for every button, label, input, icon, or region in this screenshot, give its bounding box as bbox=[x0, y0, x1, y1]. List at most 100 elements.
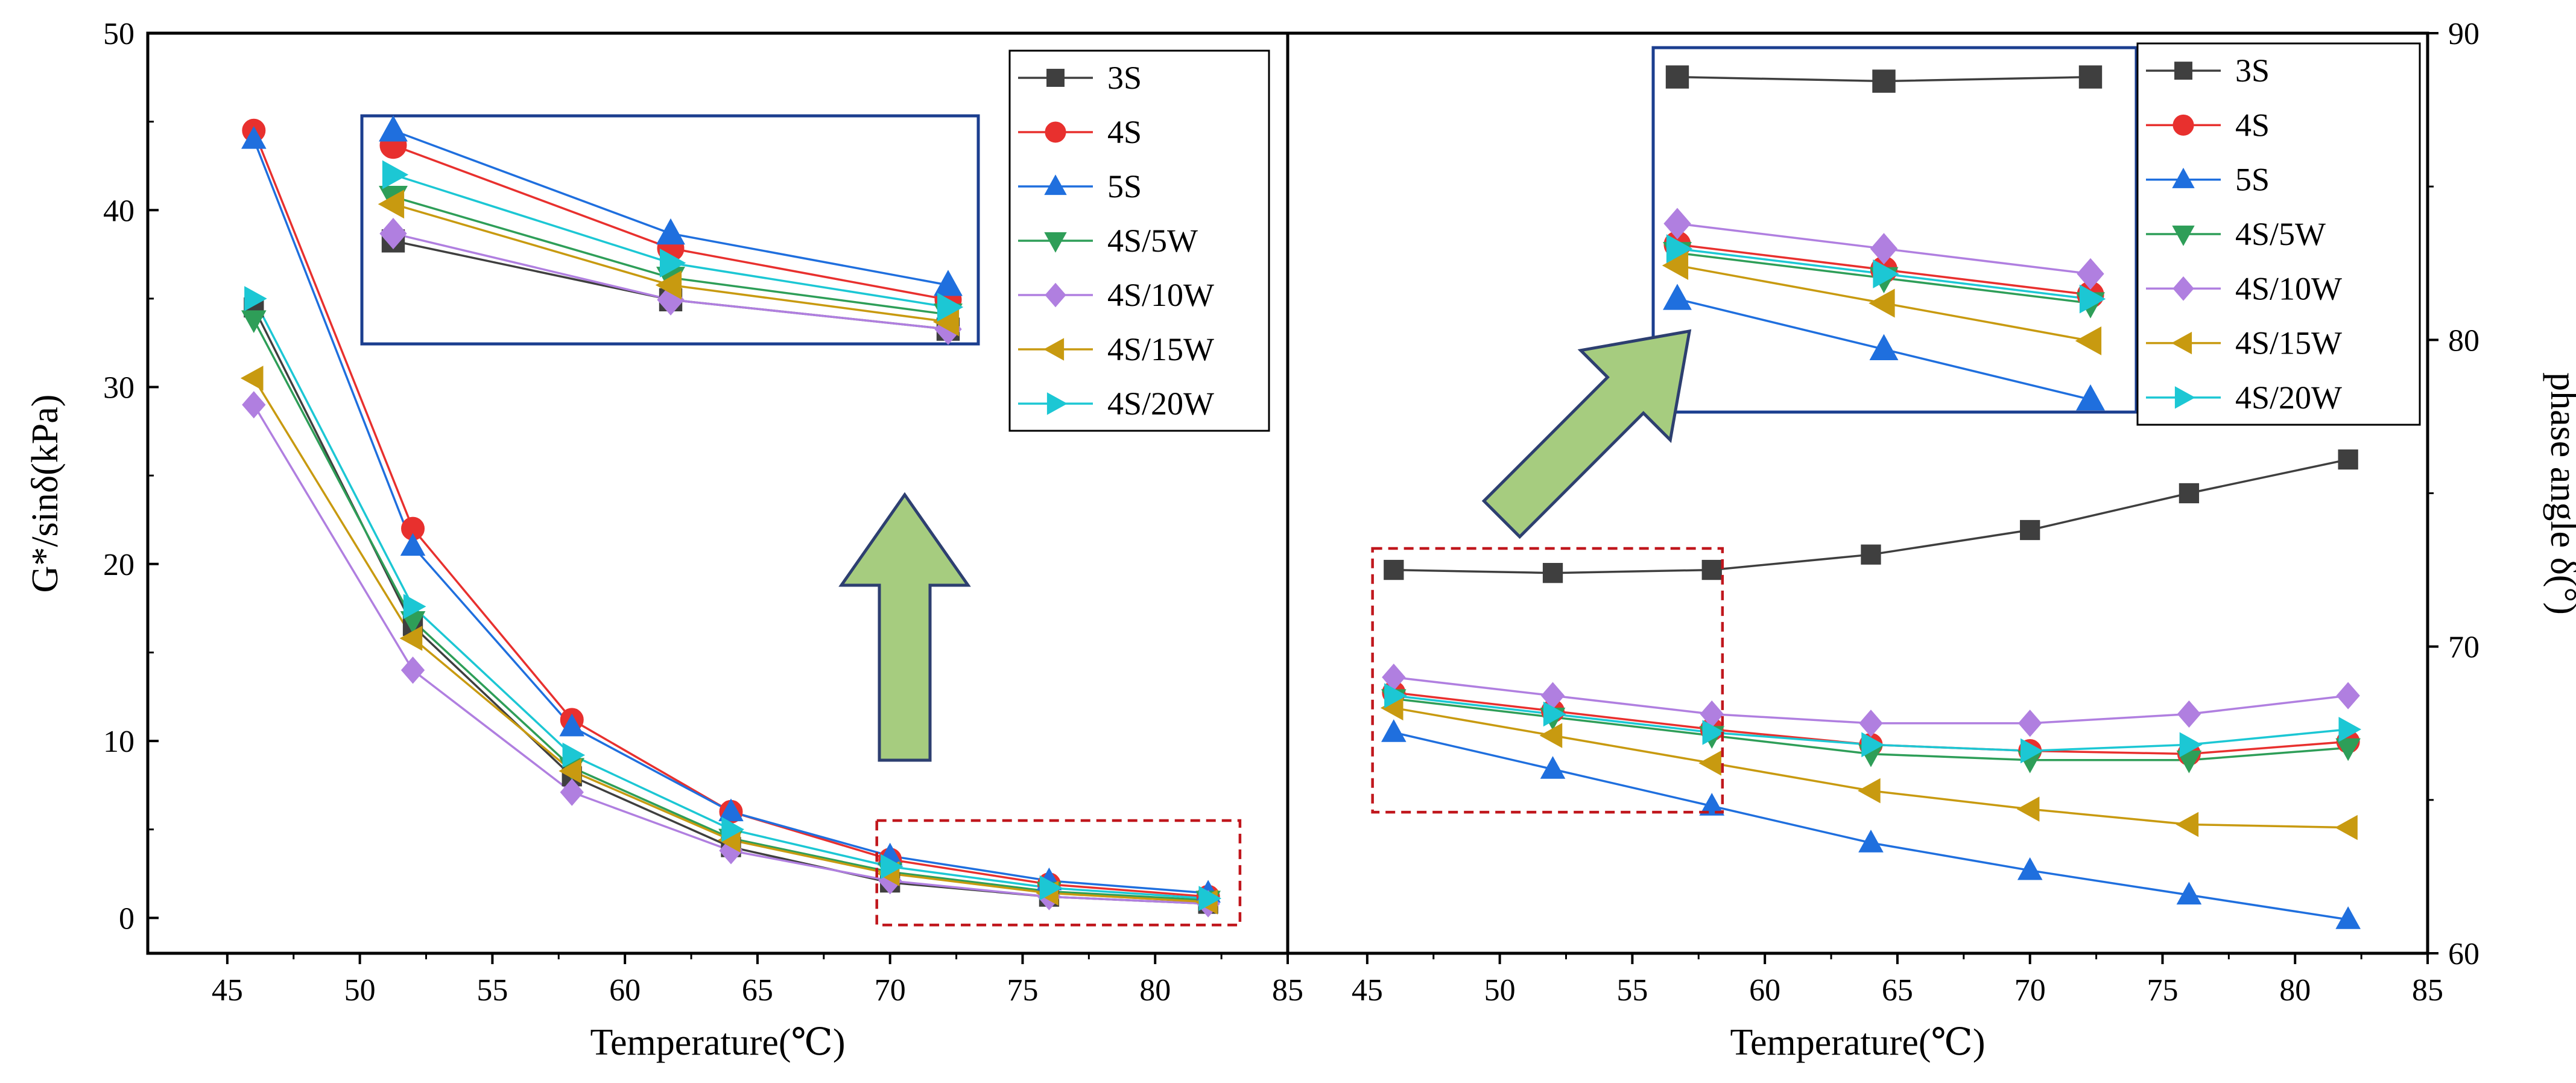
right-data-point bbox=[2020, 738, 2043, 764]
right-data-point bbox=[1861, 732, 1884, 758]
right-legend-label: 3S bbox=[2235, 52, 2270, 89]
right-data-point bbox=[2338, 449, 2358, 470]
right-x-tick-label: 80 bbox=[2279, 973, 2311, 1008]
right-legend-label: 4S bbox=[2235, 107, 2270, 143]
right-zoom-arrow-shape bbox=[1481, 329, 1692, 539]
left-x-tick-label: 80 bbox=[1139, 973, 1171, 1008]
left-data-point bbox=[880, 854, 903, 880]
left-y-tick-label: 0 bbox=[119, 901, 134, 936]
right-legend-marker bbox=[2172, 167, 2195, 188]
right-x-tick-label: 75 bbox=[2147, 973, 2178, 1008]
left-inset-data-point bbox=[382, 160, 409, 189]
right-x-tick-label: 55 bbox=[1616, 973, 1648, 1008]
right-data-point bbox=[2176, 881, 2202, 905]
left-legend-marker bbox=[1043, 338, 1065, 361]
right-inset-data-point bbox=[1663, 284, 1692, 310]
right-x-tick-label: 45 bbox=[1352, 973, 1383, 1008]
left-data-point bbox=[242, 391, 266, 419]
right-inset-data-point bbox=[2075, 326, 2102, 355]
left-data-point bbox=[1039, 875, 1063, 901]
right-data-point bbox=[1701, 559, 1722, 580]
left-y-tick-label: 20 bbox=[103, 548, 134, 582]
left-data-point bbox=[240, 366, 264, 391]
right-y-tick-label: 90 bbox=[2448, 17, 2479, 51]
right-legend: 3S 4S 5S 4S/5W 4S/10W 4S/15W 4S/20W bbox=[2136, 42, 2421, 426]
left-data-point bbox=[244, 286, 267, 311]
right-legend-label: 4S/15W bbox=[2235, 325, 2342, 361]
right-data-point bbox=[1539, 723, 1563, 748]
right-legend-marker bbox=[2174, 386, 2195, 409]
left-inset-data-point bbox=[655, 270, 682, 300]
right-data-point bbox=[2016, 796, 2040, 822]
left-data-point bbox=[400, 656, 425, 684]
left-inset-data-point bbox=[656, 218, 685, 245]
right-data-point bbox=[1861, 544, 1881, 565]
left-legend-marker bbox=[1045, 121, 1066, 143]
left-y-tick-label: 40 bbox=[103, 194, 134, 228]
left-legend-label: 4S/5W bbox=[1107, 223, 1198, 259]
right-data-point bbox=[2338, 717, 2362, 742]
left-data-point bbox=[399, 626, 423, 651]
right-inset-data-point bbox=[1662, 251, 1689, 280]
left-data-point bbox=[559, 758, 581, 784]
left-panel: 45 50 55 60 65 70 75 80 85 0 10 20 30 40 50 Temperatur… bbox=[25, 17, 1303, 1063]
right-y-axis-title: phase angle δ(°) bbox=[2543, 372, 2576, 615]
left-x-tick-label: 60 bbox=[609, 973, 641, 1008]
right-inset-data-point bbox=[1666, 234, 1693, 264]
left-legend-label: 4S/20W bbox=[1107, 386, 1214, 422]
right-data-point bbox=[2336, 682, 2360, 710]
right-data-point bbox=[1542, 563, 1563, 583]
right-legend-marker bbox=[2173, 114, 2194, 136]
left-data-point bbox=[718, 798, 744, 822]
right-inset-data-point bbox=[1873, 259, 1899, 288]
left-legend-label: 3S bbox=[1107, 60, 1142, 96]
right-x-tick-label: 60 bbox=[1749, 973, 1780, 1008]
left-legend-marker bbox=[1046, 69, 1065, 87]
left-x-tick-label: 50 bbox=[344, 973, 376, 1008]
right-zoom-arrow bbox=[1481, 329, 1692, 539]
left-legend-label: 5S bbox=[1107, 168, 1142, 205]
right-data-point bbox=[2177, 700, 2201, 728]
right-data-point bbox=[1384, 683, 1407, 708]
left-inset-data-point bbox=[378, 189, 405, 219]
left-inset-data-point bbox=[659, 248, 686, 278]
left-x-tick-label: 85 bbox=[1272, 973, 1303, 1008]
right-legend-marker bbox=[2171, 331, 2192, 355]
right-inset-data-point bbox=[1665, 65, 1689, 89]
right-data-point bbox=[2335, 738, 2361, 761]
left-data-point bbox=[400, 533, 426, 556]
right-x-axis-title: Temperature(℃) bbox=[1730, 1022, 1985, 1063]
right-data-point bbox=[2179, 732, 2203, 758]
right-data-point bbox=[1540, 756, 1566, 779]
left-legend-label: 4S/10W bbox=[1107, 277, 1214, 313]
right-inset-data-point bbox=[1869, 334, 1899, 360]
right-data-point bbox=[1858, 830, 1884, 853]
right-data-point bbox=[1384, 559, 1404, 580]
left-inset bbox=[360, 114, 980, 346]
left-y-tick-label: 50 bbox=[103, 17, 134, 51]
right-inset-data-point bbox=[2076, 384, 2105, 411]
left-legend-marker bbox=[1044, 174, 1067, 195]
right-legend-marker bbox=[2172, 225, 2195, 246]
right-inset bbox=[1651, 46, 2138, 414]
right-x-tick-label: 85 bbox=[2412, 973, 2443, 1008]
right-data-point bbox=[2335, 906, 2361, 929]
left-data-point bbox=[721, 816, 744, 842]
right-x-tick-label: 50 bbox=[1484, 973, 1516, 1008]
left-x-tick-label: 65 bbox=[742, 973, 773, 1008]
right-data-point bbox=[1699, 793, 1725, 816]
right-data-point bbox=[1859, 710, 1883, 737]
right-legend-label: 5S bbox=[2235, 162, 2270, 198]
left-x-tick-label: 70 bbox=[875, 973, 906, 1008]
right-legend-label: 4S/20W bbox=[2235, 380, 2342, 416]
left-legend-label: 4S/15W bbox=[1107, 331, 1214, 367]
left-inset-data-point bbox=[379, 115, 408, 142]
right-data-point bbox=[2017, 857, 2043, 880]
right-data-point bbox=[1858, 778, 1881, 804]
left-y-tick-label: 10 bbox=[103, 725, 134, 759]
left-inset-data-point bbox=[379, 218, 407, 250]
right-x-tick-label: 65 bbox=[1882, 973, 1913, 1008]
right-inset-data-point bbox=[2077, 258, 2104, 290]
zoom-arrows bbox=[838, 329, 1692, 762]
